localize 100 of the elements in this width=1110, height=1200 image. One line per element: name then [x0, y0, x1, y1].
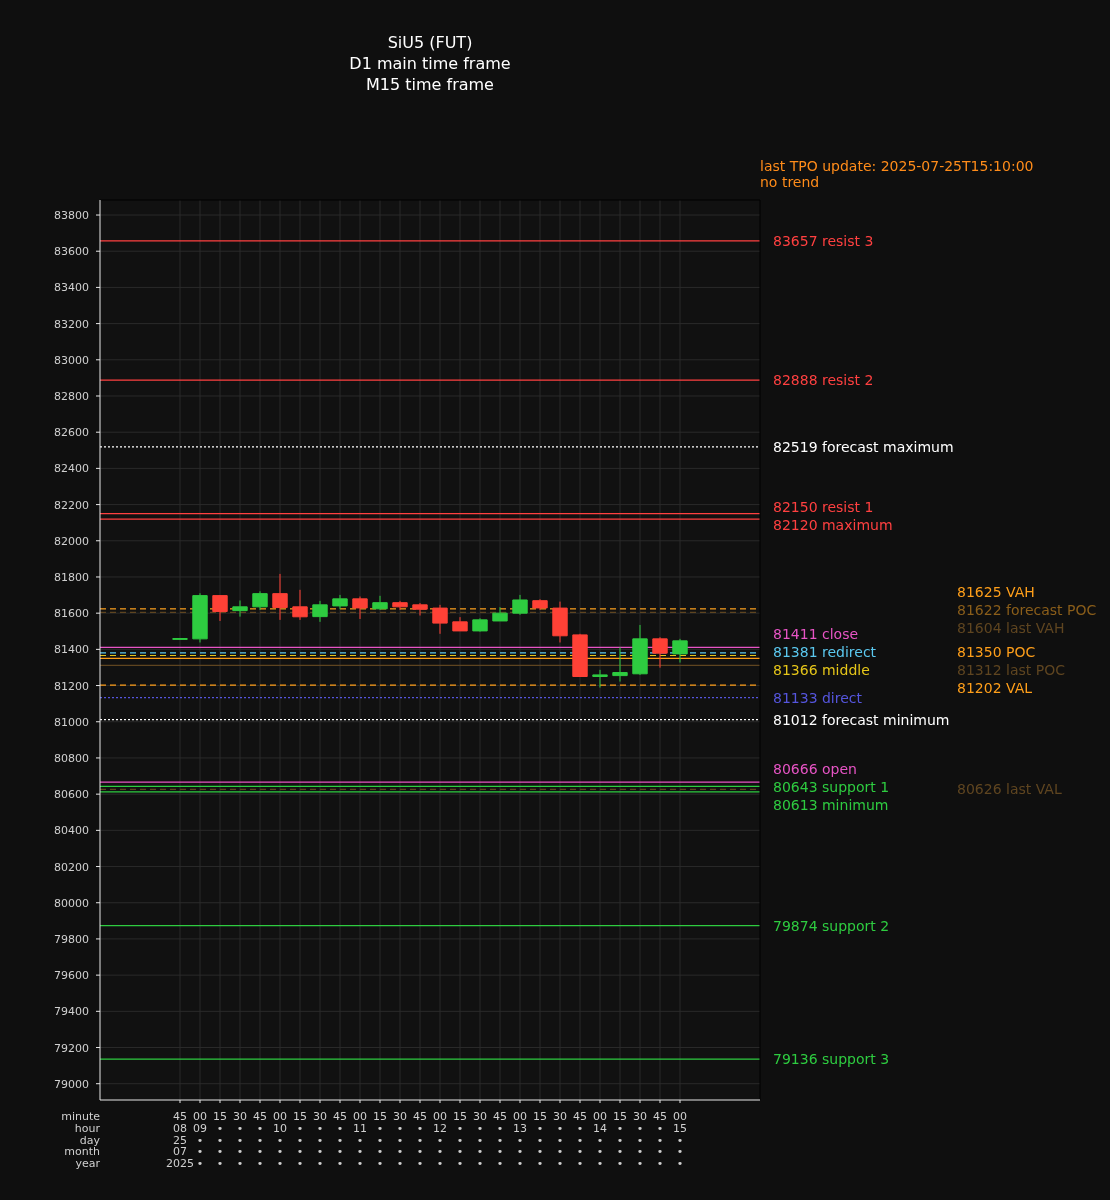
- ref-line-label: 81604 last VAH: [957, 620, 1065, 637]
- y-tick-label: 83600: [54, 245, 89, 259]
- x-axis-title: minute hour day month year: [61, 1110, 101, 1171]
- x-tick-label: 00 15 • • •: [673, 1110, 687, 1171]
- y-tick-label: 79200: [54, 1041, 89, 1055]
- y-tick-label: 80400: [54, 824, 89, 838]
- y-tick-label: 83400: [54, 281, 89, 295]
- candlestick: [532, 598, 548, 611]
- ref-line-label: 81622 forecast POC: [957, 602, 1097, 619]
- candlestick: [292, 589, 308, 621]
- candlestick: [672, 638, 688, 664]
- ref-line-label: 82519 forecast maximum: [773, 438, 954, 455]
- candlestick: [392, 600, 408, 611]
- candlestick: [412, 602, 428, 617]
- x-tick-label: 00 13 • • •: [513, 1110, 527, 1171]
- x-tick-label: 15 • • • •: [373, 1110, 387, 1171]
- ref-line-label: 81381 redirect: [773, 643, 877, 660]
- x-tick-label: 30 • • • •: [633, 1110, 647, 1171]
- candlestick: [312, 600, 328, 623]
- candlestick: [632, 624, 648, 676]
- ref-line-label: 81411 close: [773, 625, 859, 642]
- candlestick: [192, 592, 208, 643]
- x-tick-label: 00 12 • • •: [433, 1110, 447, 1171]
- y-tick-label: 80200: [54, 860, 89, 874]
- x-tick-label: 15 • • • •: [533, 1110, 547, 1171]
- y-tick-label: 82400: [54, 462, 89, 476]
- x-tick-label: 00 11 • • •: [353, 1110, 367, 1171]
- ref-line-label: 81625 VAH: [957, 584, 1035, 601]
- candlestick: [612, 646, 628, 683]
- y-tick-label: 81600: [54, 607, 89, 621]
- y-tick-label: 82000: [54, 534, 89, 548]
- x-tick-label: 45 • • • •: [253, 1110, 267, 1171]
- candlestick: [372, 595, 388, 611]
- y-tick-label: 80000: [54, 896, 89, 910]
- text: last TPO update: 2025-07-25T15:10:00: [760, 158, 1034, 174]
- x-tick-label: 30 • • • •: [553, 1110, 567, 1171]
- ref-line-label: 81366 middle: [773, 661, 870, 678]
- candlestick: [212, 594, 228, 622]
- ref-line-label: 80666 open: [773, 760, 857, 777]
- y-tick-label: 83200: [54, 317, 89, 331]
- x-tick-label: 45 • • • •: [653, 1110, 667, 1171]
- ref-line-label: 80643 support 1: [773, 778, 890, 795]
- candlestick: [472, 617, 488, 633]
- candlestick: [332, 594, 348, 610]
- ref-line-label: 80613 minimum: [773, 796, 889, 813]
- y-tick-label: 82800: [54, 390, 89, 403]
- candlestick: [272, 573, 288, 621]
- x-tick-label: 45 • • • •: [493, 1110, 507, 1171]
- ref-line-label: 82150 resist 1: [773, 499, 874, 516]
- x-tick-label: 30 • • • •: [393, 1110, 407, 1171]
- y-tick-label: 81200: [54, 679, 89, 693]
- ref-line-label: 80626 last VAL: [957, 781, 1062, 798]
- x-tick-label: 15 • • • •: [293, 1110, 307, 1171]
- ref-line-label: 81312 last POC: [957, 661, 1066, 678]
- candlestick: [352, 596, 368, 620]
- y-tick-label: 81000: [54, 715, 89, 729]
- ref-line-label: 83657 resist 3: [773, 232, 874, 249]
- x-tick-label: 45 • • • •: [573, 1110, 587, 1171]
- candlestick: [432, 604, 448, 635]
- x-tick-label: 00 14 • • •: [593, 1110, 607, 1171]
- x-tick-label: 00 10 • • •: [273, 1110, 287, 1171]
- candlestick: [512, 594, 528, 616]
- y-tick-label: 79000: [54, 1077, 89, 1091]
- x-tick-label: 15 • • • •: [453, 1110, 467, 1171]
- x-tick-label: 45 08 25 07 2025: [166, 1110, 194, 1171]
- chart-subtitle: D1 main time frame M15 time frame: [349, 54, 511, 94]
- ref-line-label: 81133 direct: [773, 689, 863, 706]
- ref-line-label: 82120 maximum: [773, 517, 893, 534]
- candlestick: [232, 600, 248, 618]
- candlestick: [572, 633, 588, 678]
- y-tick-label: 82600: [54, 426, 89, 440]
- y-tick-label: 83000: [54, 353, 89, 367]
- y-tick-label: 79400: [54, 1005, 89, 1019]
- ref-line-label: 81012 forecast minimum: [773, 711, 950, 728]
- candlestick: [252, 590, 268, 611]
- x-tick-label: 30 • • • •: [473, 1110, 487, 1171]
- x-tick-label: 00 09 • • •: [193, 1110, 207, 1171]
- y-tick-label: 79600: [54, 969, 89, 983]
- candlestick: [452, 616, 468, 632]
- y-tick-label: 79800: [54, 932, 89, 946]
- chart-title: SiU5 (FUT): [387, 33, 473, 52]
- y-tick-label: 80800: [54, 751, 89, 765]
- candlestick: [492, 606, 508, 622]
- x-tick-label: 15 • • • •: [213, 1110, 227, 1171]
- ref-line-label: 82888 resist 2: [773, 372, 874, 389]
- x-tick-label: 45 • • • •: [413, 1110, 427, 1171]
- x-tick-label: 30 • • • •: [313, 1110, 327, 1171]
- ref-line-label: 79874 support 2: [773, 917, 890, 934]
- ref-line-label: 81202 VAL: [957, 679, 1033, 696]
- x-tick-label: 30 • • • •: [233, 1110, 247, 1171]
- y-tick-label: 81800: [54, 570, 89, 584]
- x-tick-label: 15 • • • •: [613, 1110, 627, 1171]
- y-tick-label: 81400: [54, 643, 89, 657]
- candlestick: [552, 601, 568, 643]
- ref-line-label: 79136 support 3: [773, 1051, 890, 1068]
- x-tick-label: 45 • • • •: [333, 1110, 347, 1171]
- ref-line-label: 81350 POC: [957, 643, 1036, 660]
- y-tick-label: 83800: [54, 209, 89, 223]
- text: no trend: [760, 174, 820, 190]
- candlestick: [652, 636, 668, 669]
